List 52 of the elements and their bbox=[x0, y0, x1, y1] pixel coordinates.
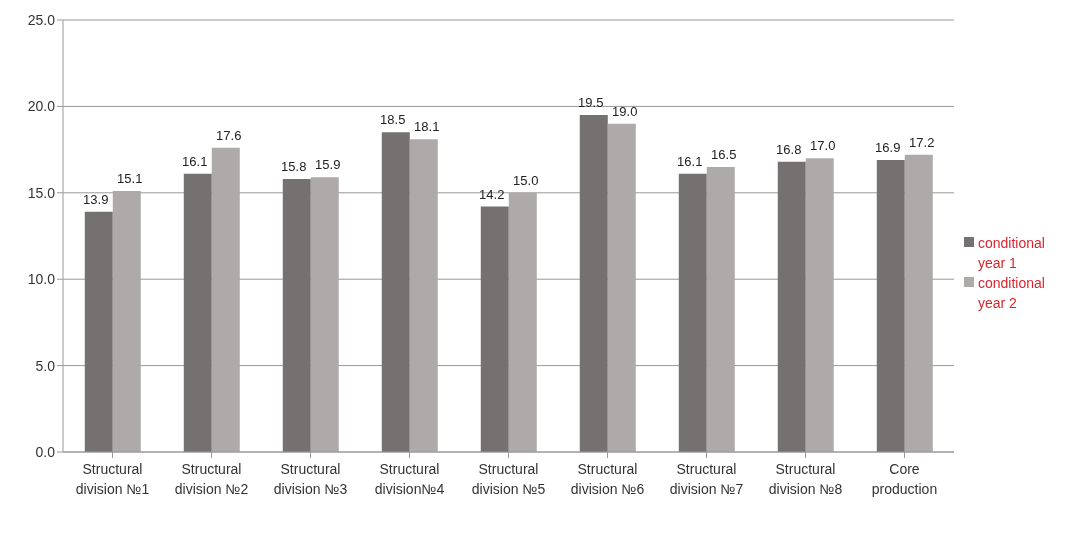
bar bbox=[579, 115, 608, 452]
data-label: 13.9 bbox=[83, 191, 109, 207]
bar bbox=[211, 147, 240, 452]
legend-label: conditional year 2 bbox=[978, 273, 1046, 313]
data-label: 18.1 bbox=[414, 119, 440, 135]
bar bbox=[805, 158, 834, 452]
bar bbox=[706, 166, 735, 452]
y-tick-label: 5.0 bbox=[35, 357, 56, 374]
data-label: 19.5 bbox=[578, 95, 604, 111]
data-label: 18.5 bbox=[380, 112, 406, 128]
y-tick-label: 20.0 bbox=[27, 98, 56, 115]
x-tick-label: Structural division№4 bbox=[374, 461, 445, 497]
bar bbox=[409, 139, 438, 452]
y-tick-label: 0.0 bbox=[35, 443, 56, 460]
bar bbox=[876, 159, 905, 452]
data-label: 15.1 bbox=[117, 171, 143, 187]
data-label: 16.9 bbox=[875, 139, 901, 155]
data-label: 16.8 bbox=[776, 141, 802, 157]
bar bbox=[904, 154, 933, 452]
data-label: 16.1 bbox=[182, 153, 208, 169]
bar bbox=[112, 191, 141, 452]
data-label: 17.2 bbox=[909, 134, 935, 150]
y-tick-label: 25.0 bbox=[27, 11, 56, 28]
bar bbox=[282, 178, 311, 452]
x-tick-label: Structural division №7 bbox=[669, 461, 744, 497]
data-label: 17.6 bbox=[216, 127, 242, 143]
bar bbox=[84, 211, 113, 452]
bar bbox=[183, 173, 212, 452]
bar bbox=[310, 177, 339, 452]
data-label: 17.0 bbox=[810, 138, 836, 154]
x-tick-label: Core production bbox=[871, 461, 938, 497]
bar bbox=[607, 123, 636, 452]
x-tick-label: Structural division №1 bbox=[75, 461, 150, 497]
bar bbox=[508, 192, 537, 452]
bar bbox=[480, 206, 509, 452]
data-label: 16.1 bbox=[677, 153, 703, 169]
data-label: 15.9 bbox=[315, 157, 341, 173]
x-tick-label: Structural division №8 bbox=[768, 461, 843, 497]
x-tick-label: Structural division №3 bbox=[273, 461, 348, 497]
data-label: 15.8 bbox=[281, 158, 307, 174]
bar bbox=[381, 132, 410, 452]
bar bbox=[678, 173, 707, 452]
bar bbox=[777, 161, 806, 452]
x-tick-label: Structural division №5 bbox=[471, 461, 546, 497]
y-tick-label: 15.0 bbox=[27, 184, 56, 201]
x-tick-label: Structural division №2 bbox=[174, 461, 249, 497]
x-tick-label: Structural division №6 bbox=[570, 461, 645, 497]
data-label: 15.0 bbox=[513, 172, 539, 188]
data-label: 14.2 bbox=[479, 186, 505, 202]
data-label: 16.5 bbox=[711, 146, 737, 162]
data-label: 19.0 bbox=[612, 103, 638, 119]
y-tick-label: 10.0 bbox=[27, 271, 56, 288]
